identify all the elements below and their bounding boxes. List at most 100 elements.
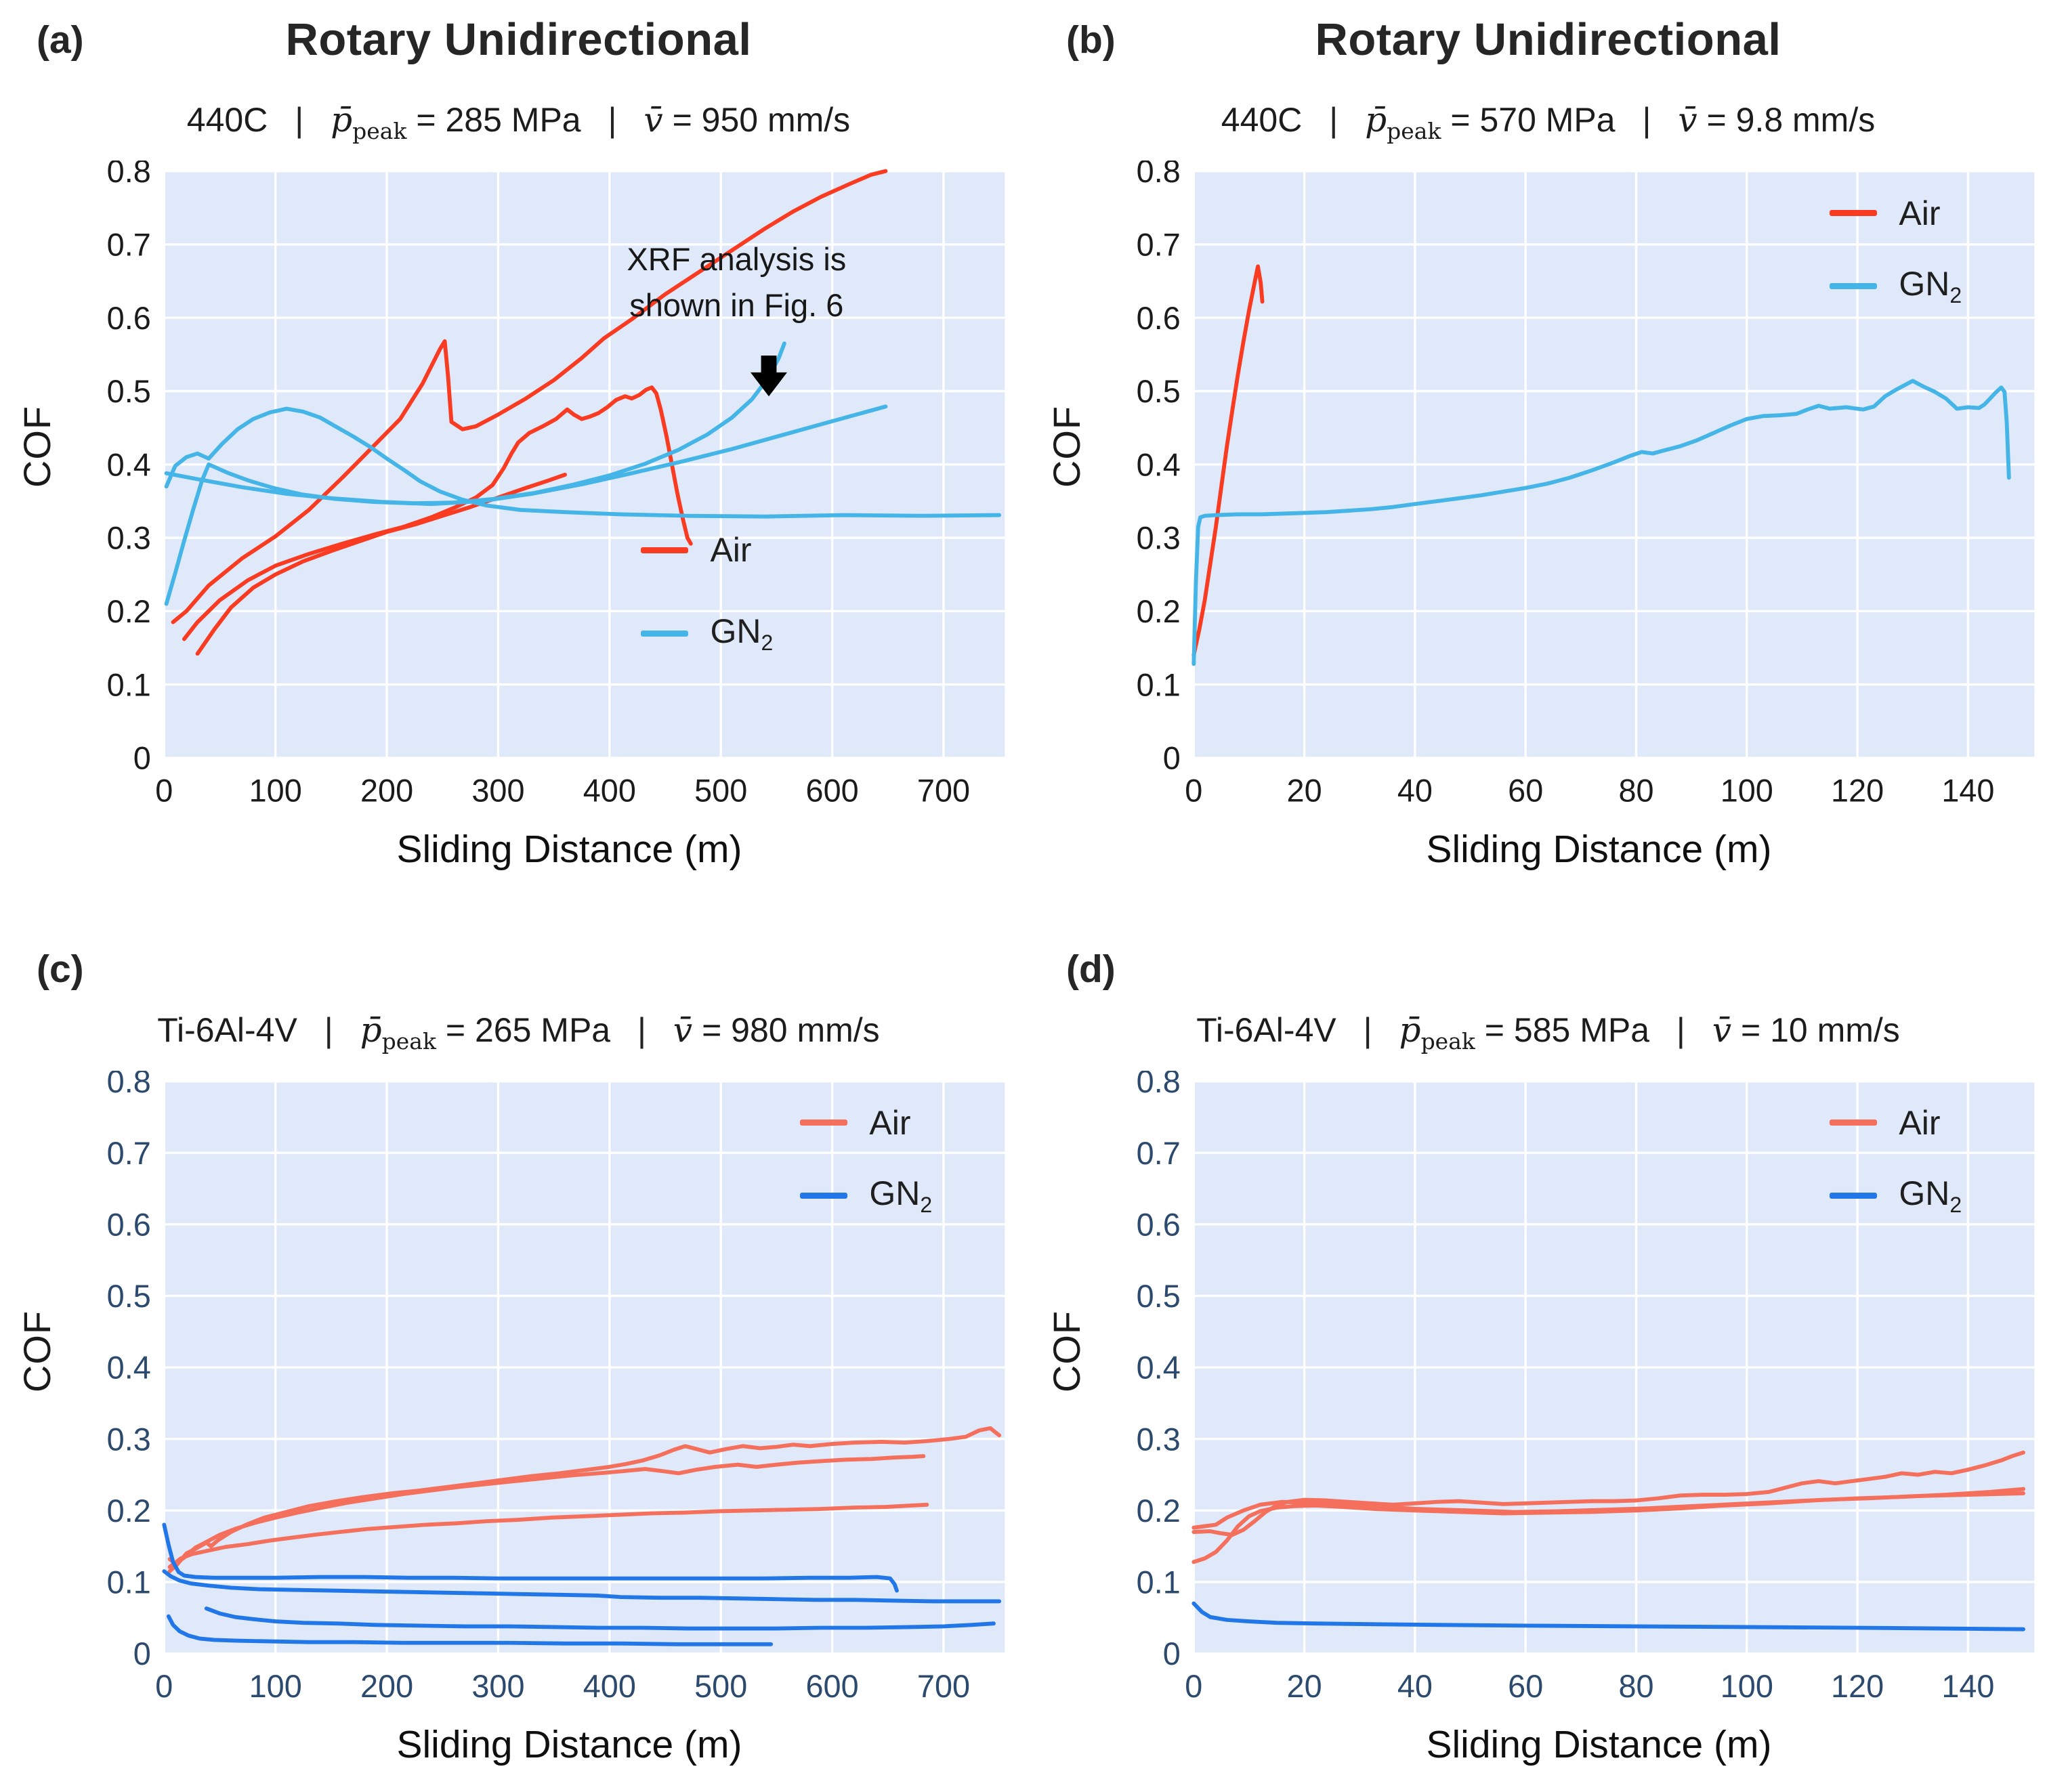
- x-axis-label: Sliding Distance (m): [1426, 1723, 1772, 1767]
- svg-text:0.7: 0.7: [107, 227, 151, 262]
- svg-text:80: 80: [1618, 1669, 1653, 1704]
- svg-text:0.1: 0.1: [107, 667, 151, 702]
- svg-text:0.6: 0.6: [1137, 1207, 1181, 1242]
- panel-b-header: (b) Rotary Unidirectional: [1049, 14, 2047, 81]
- legend-label-gn2: GN2: [1899, 1174, 1962, 1217]
- panel-a: (a) Rotary Unidirectional 440C | p̄peak …: [16, 14, 1018, 872]
- svg-text:140: 140: [1941, 1669, 1994, 1704]
- pressure-subscript: peak: [381, 1028, 436, 1054]
- air-line-swatch: [1830, 210, 1878, 217]
- pressure-subscript: peak: [352, 118, 407, 144]
- legend-item-air: Air: [800, 1103, 932, 1143]
- legend-d: Air GN2: [1830, 1103, 1962, 1218]
- svg-text:120: 120: [1831, 1669, 1884, 1704]
- legend-item-air: Air: [1830, 1103, 1962, 1143]
- legend-item-gn2: GN2: [800, 1174, 932, 1218]
- svg-text:0.4: 0.4: [1137, 1350, 1181, 1386]
- velocity-value: = 980 mm/s: [702, 1011, 880, 1049]
- material-name: 440C: [1221, 101, 1303, 139]
- svg-text:0.6: 0.6: [107, 301, 151, 336]
- y-axis-label: COF: [16, 1310, 59, 1392]
- panel-b-title: Rotary Unidirectional: [1315, 14, 1781, 65]
- svg-text:300: 300: [471, 1669, 524, 1704]
- svg-text:100: 100: [249, 773, 302, 808]
- legend-label-air: Air: [1899, 194, 1941, 232]
- chart-canvas-d: 0 20 40 60 80 100 120 140 0 0.1 0.2 0.3 0.4 0.5 0.6 0.7…: [1137, 1071, 2035, 1704]
- svg-text:0.5: 0.5: [107, 1279, 151, 1314]
- separator: |: [1363, 1011, 1372, 1049]
- svg-text:0.5: 0.5: [1137, 374, 1181, 409]
- svg-text:0: 0: [155, 1669, 173, 1704]
- svg-text:0.1: 0.1: [1137, 1565, 1181, 1600]
- pressure-subscript: peak: [1420, 1028, 1475, 1054]
- gn2-line-swatch: [800, 1192, 848, 1199]
- y-axis-label: COF: [16, 406, 59, 488]
- svg-text:40: 40: [1397, 773, 1433, 808]
- svg-text:0.7: 0.7: [1137, 1136, 1181, 1171]
- svg-text:20: 20: [1287, 773, 1322, 808]
- plot-area: 0 20 40 60 80 100 120 140 0 0.1 0.2 0.3 0.4 0.5 0.6 0.7…: [1093, 1071, 2047, 1717]
- panel-a-subtitle: 440C | p̄peak = 285 MPa | v̄ = 950 mm/s: [19, 100, 1018, 144]
- legend-label-gn2: GN2: [869, 1174, 933, 1217]
- svg-text:0: 0: [1185, 773, 1202, 808]
- pressure-symbol: p̄: [1365, 100, 1387, 140]
- svg-text:0: 0: [133, 1636, 151, 1671]
- svg-text:500: 500: [694, 773, 747, 808]
- chart-canvas-a: 0 100 200 300 400 500 600 700 0 0.1 0.2 0.3 0.4 0.5 0.…: [107, 161, 1005, 808]
- legend-item-air: Air: [1830, 194, 1962, 233]
- svg-text:0.8: 0.8: [107, 1071, 151, 1099]
- plot-area: 0 20 40 60 80 100 120 140 0 0.1 0.2 0.3 0.4 0.5 0.6 0.7…: [1093, 161, 2047, 822]
- svg-text:400: 400: [583, 1669, 636, 1704]
- xrf-annotation: XRF analysis is shown in Fig. 6: [627, 241, 847, 324]
- svg-text:600: 600: [806, 773, 859, 808]
- svg-text:0.2: 0.2: [107, 594, 151, 629]
- air-line-swatch: [641, 547, 689, 553]
- x-axis-label: Sliding Distance (m): [1426, 827, 1772, 871]
- legend-item-air: Air: [641, 530, 773, 570]
- material-name: Ti-6Al-4V: [157, 1011, 297, 1049]
- panel-a-label: (a): [37, 18, 84, 62]
- legend-label-air: Air: [1899, 1103, 1941, 1142]
- pressure-symbol: p̄: [360, 1010, 382, 1050]
- gn2-line-swatch: [1830, 1192, 1878, 1199]
- panel-d-header: (d): [1049, 943, 2047, 991]
- pressure-symbol: p̄: [331, 100, 353, 140]
- svg-text:100: 100: [249, 1669, 302, 1704]
- svg-text:20: 20: [1287, 1669, 1322, 1704]
- svg-text:0.6: 0.6: [107, 1207, 151, 1242]
- svg-text:0.5: 0.5: [1137, 1279, 1181, 1314]
- separator: |: [637, 1011, 647, 1049]
- svg-text:0: 0: [1185, 1669, 1202, 1704]
- y-axis-label: COF: [1045, 1310, 1089, 1392]
- pressure-subscript: peak: [1387, 118, 1441, 144]
- svg-text:0.2: 0.2: [107, 1493, 151, 1529]
- svg-text:700: 700: [917, 773, 970, 808]
- svg-text:0.3: 0.3: [1137, 521, 1181, 556]
- svg-text:700: 700: [917, 1669, 970, 1704]
- legend-a: Air GN2: [641, 530, 773, 656]
- y-axis-label: COF: [1045, 406, 1089, 488]
- svg-text:0.6: 0.6: [1137, 301, 1181, 336]
- svg-text:0.1: 0.1: [1137, 667, 1181, 702]
- legend-item-gn2: GN2: [641, 612, 773, 656]
- svg-text:200: 200: [360, 773, 413, 808]
- svg-text:0: 0: [1163, 1636, 1181, 1671]
- material-name: 440C: [186, 101, 268, 139]
- velocity-symbol: v̄: [673, 1010, 693, 1050]
- chart-canvas-b: 0 20 40 60 80 100 120 140 0 0.1 0.2 0.3 0.4 0.5 0.6 0.7…: [1137, 161, 2035, 808]
- x-axis-label: Sliding Distance (m): [396, 1723, 742, 1767]
- legend-label-gn2: GN2: [710, 612, 774, 656]
- svg-text:40: 40: [1397, 1669, 1433, 1704]
- svg-text:100: 100: [1721, 1669, 1773, 1704]
- svg-text:0.7: 0.7: [1137, 227, 1181, 262]
- svg-text:0.4: 0.4: [107, 447, 151, 482]
- pressure-symbol: p̄: [1399, 1010, 1421, 1050]
- panel-d-subtitle: Ti-6Al-4V | p̄peak = 585 MPa | v̄ = 10 m…: [1049, 1010, 2047, 1054]
- svg-text:0.8: 0.8: [1137, 161, 1181, 189]
- velocity-symbol: v̄: [1712, 1010, 1732, 1050]
- svg-text:0.2: 0.2: [1137, 1493, 1181, 1529]
- chart-canvas-c: 0 100 200 300 400 500 600 700 0 0.1 0.2 0.3 0.4 0.5 0.…: [107, 1071, 1005, 1704]
- gn2-line-swatch: [1830, 282, 1878, 289]
- panel-b-subtitle: 440C | p̄peak = 570 MPa | v̄ = 9.8 mm/s: [1049, 100, 2047, 144]
- svg-text:0.7: 0.7: [107, 1136, 151, 1171]
